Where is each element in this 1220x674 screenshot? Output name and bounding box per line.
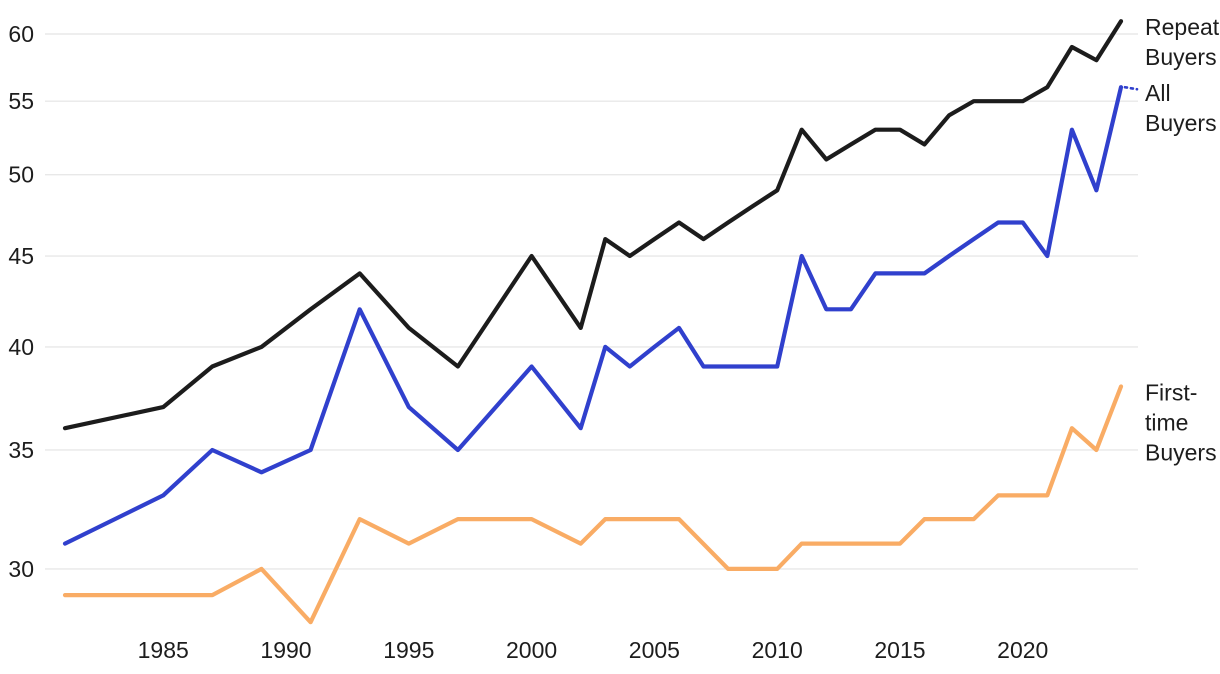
x-tick-label-2020: 2020 [997, 637, 1048, 663]
series-label-first-time-buyers-line-0: First- [1145, 379, 1197, 405]
series-end-labels: Repeat Buyers All Buyers First-time Buyers [1123, 14, 1220, 465]
x-tick-label-2005: 2005 [629, 637, 680, 663]
y-tick-label-35: 35 [8, 437, 34, 463]
y-tick-label-55: 55 [8, 88, 34, 114]
series-line-repeat-buyers [62, 19, 1124, 431]
series-label-all-buyers-line-1: Buyers [1145, 110, 1217, 136]
x-tick-label-2010: 2010 [752, 637, 803, 663]
x-tick-label-1985: 1985 [138, 637, 189, 663]
gridlines [45, 33, 1138, 570]
x-tick-label-1995: 1995 [383, 637, 434, 663]
x-tick-label-1990: 1990 [260, 637, 311, 663]
y-tick-label-30: 30 [8, 556, 34, 582]
y-axis-tick-labels: 30 35 40 45 50 55 60 [8, 21, 34, 582]
series-label-all-buyers-line-0: All [1145, 80, 1171, 106]
series-line-all-buyers [62, 85, 1124, 546]
series-label-repeat-buyers-line-0: Repeat [1145, 14, 1220, 40]
series-label-first-time-buyers-line-1: time [1145, 409, 1188, 435]
series-label-repeat-buyers-line-1: Buyers [1145, 44, 1217, 70]
series-lines [62, 19, 1124, 625]
y-tick-label-50: 50 [8, 162, 34, 188]
label-connector-all-buyers [1123, 85, 1139, 91]
y-tick-label-45: 45 [8, 243, 34, 269]
y-tick-label-40: 40 [8, 334, 34, 360]
x-axis-tick-labels: 1985 1990 1995 2000 2005 2010 2015 2020 [138, 637, 1049, 663]
y-tick-label-60: 60 [8, 21, 34, 47]
x-tick-label-2015: 2015 [874, 637, 925, 663]
series-line-first-time-buyers [62, 384, 1124, 625]
x-tick-label-2000: 2000 [506, 637, 557, 663]
series-label-first-time-buyers-line-2: Buyers [1145, 439, 1217, 465]
